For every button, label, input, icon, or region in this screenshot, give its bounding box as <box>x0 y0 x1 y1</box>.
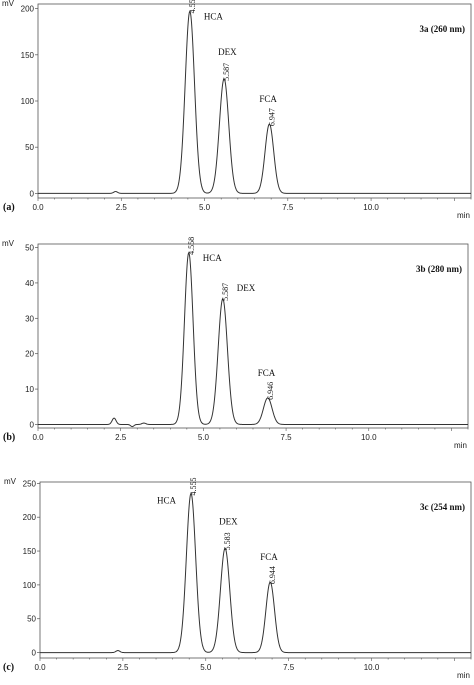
peak-name-label: DEX <box>237 283 256 293</box>
y-tick-label: 250 <box>23 479 37 488</box>
plot-frame <box>37 243 469 429</box>
peak-name-label: FCA <box>258 368 276 378</box>
peak-retention-time: 6.944 <box>268 566 277 584</box>
x-tick-label: 0.0 <box>32 203 44 212</box>
y-axis-label: mV <box>4 477 17 486</box>
y-tick-label: 0 <box>30 189 35 198</box>
x-tick-label: 5.0 <box>198 433 210 442</box>
y-tick-label: 50 <box>25 143 34 152</box>
y-tick-label: 150 <box>21 51 35 60</box>
x-axis-label: min <box>457 211 470 220</box>
panel-label: (c) <box>3 662 14 673</box>
y-axis-label: mV <box>2 239 15 248</box>
y-tick-label: 50 <box>25 244 34 253</box>
y-tick-label: 0 <box>32 649 37 658</box>
x-tick-label: 2.5 <box>116 203 128 212</box>
chromatogram-trace <box>38 252 468 428</box>
y-tick-label: 20 <box>25 350 34 359</box>
panel-title: 3c (254 nm) <box>420 502 465 512</box>
peak-retention-time: 4.559 <box>188 0 197 13</box>
x-tick-label: 2.5 <box>115 433 127 442</box>
chart-panel-c: 0 50 100 150 200 250 0.0 2.5 5.0 7.5 10.0 mV min 3c (… <box>3 477 472 680</box>
y-tick-label: 50 <box>27 615 36 624</box>
panel-label: (a) <box>3 202 15 213</box>
x-tick-label: 0.0 <box>34 663 46 672</box>
chromatogram-trace <box>40 493 471 654</box>
x-tick-label: 5.0 <box>199 203 211 212</box>
peak-name-label: FCA <box>260 552 278 562</box>
peak-retention-time: 6.947 <box>267 108 276 126</box>
y-tick-label: 100 <box>23 581 37 590</box>
plot-frame <box>39 481 472 659</box>
peak-name-label: HCA <box>204 11 224 21</box>
peak-retention-time: 5.583 <box>223 532 232 550</box>
panel-title: 3a (260 nm) <box>420 24 466 34</box>
y-tick-label: 0 <box>30 420 35 429</box>
y-tick-label: 150 <box>23 547 37 556</box>
plot-frame <box>37 3 472 199</box>
peak-name-label: FCA <box>259 94 277 104</box>
chromatogram-trace <box>38 10 471 194</box>
x-tick-label: 0.0 <box>32 433 44 442</box>
y-tick-label: 200 <box>21 5 35 14</box>
panel-title: 3b (280 nm) <box>416 264 462 274</box>
peak-name-label: HCA <box>203 253 223 263</box>
x-tick-label: 10.0 <box>361 433 377 442</box>
y-tick-label: 100 <box>21 97 35 106</box>
peak-retention-time: 5.587 <box>221 283 230 301</box>
peak-retention-time: 4.558 <box>187 237 196 255</box>
peak-name-label: DEX <box>219 516 238 526</box>
peak-name-label: HCA <box>157 496 177 506</box>
peak-retention-time: 4.555 <box>189 478 198 496</box>
y-tick-label: 30 <box>25 314 34 323</box>
chart-panel-b: 0 10 20 30 40 50 0.0 2.5 5.0 7.5 10.0 mV min 3b (280 … <box>2 237 469 450</box>
x-axis-label: min <box>457 671 470 680</box>
x-tick-label: 7.5 <box>281 433 293 442</box>
peak-name-label: DEX <box>218 47 237 57</box>
panel-label: (b) <box>3 432 15 443</box>
x-tick-label: 10.0 <box>363 203 379 212</box>
peak-retention-time: 6.946 <box>266 382 275 400</box>
y-tick-label: 40 <box>25 279 34 288</box>
chart-panel-a: 0 50 100 150 200 0.0 2.5 5.0 7.5 10.0 mV min 3a (260… <box>2 0 472 220</box>
peak-retention-time: 5.587 <box>222 63 231 81</box>
y-tick-label: 10 <box>25 385 34 394</box>
x-tick-label: 7.5 <box>283 663 295 672</box>
x-axis-label: min <box>454 441 467 450</box>
x-tick-label: 10.0 <box>364 663 380 672</box>
y-axis-label: mV <box>2 0 15 8</box>
y-tick-label: 200 <box>23 513 37 522</box>
x-tick-label: 2.5 <box>117 663 129 672</box>
x-tick-label: 7.5 <box>282 203 294 212</box>
x-tick-label: 5.0 <box>200 663 212 672</box>
